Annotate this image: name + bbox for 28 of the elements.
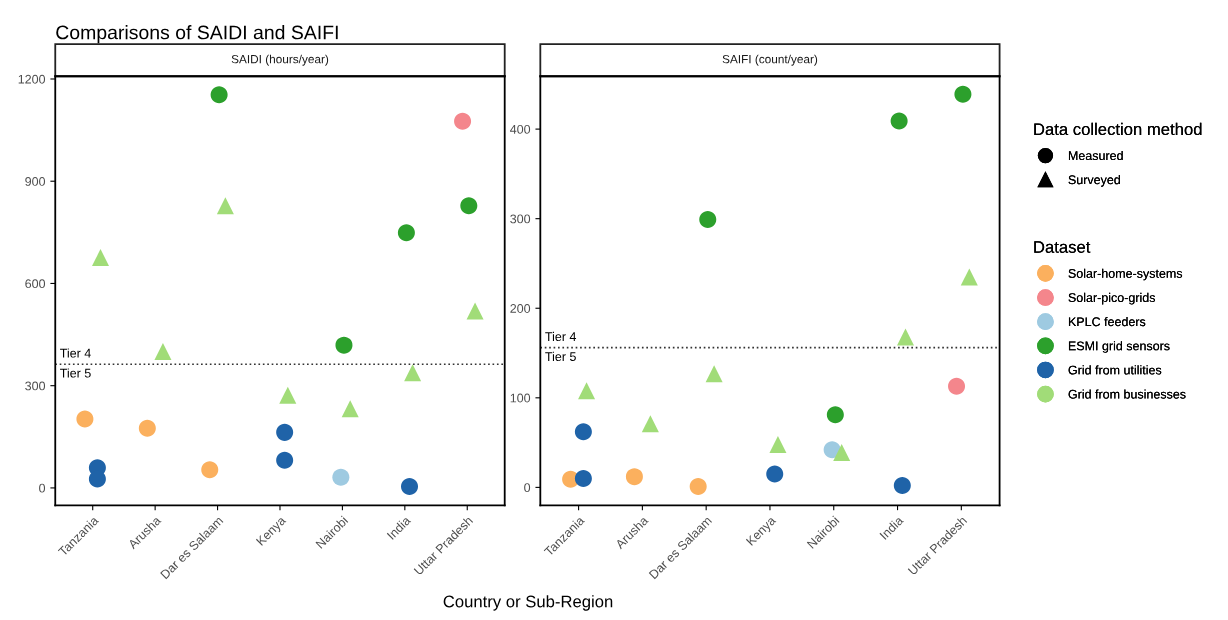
ref-line-label: Tier 4	[545, 331, 577, 342]
y-tick-label: 900	[25, 177, 46, 186]
x-axis-title: Country or Sub-Region	[443, 595, 613, 611]
annotation: Tier 5	[545, 351, 576, 362]
legend-label: Solar-pico-grids	[1068, 292, 1156, 305]
legend-label: Grid from businesses	[1068, 389, 1186, 399]
y-tick-label: 100	[510, 393, 531, 403]
y-tick-label: 300	[25, 381, 46, 391]
y-tick-label: 300	[510, 214, 531, 224]
legend-label: KPLC feeders	[1068, 316, 1146, 327]
y-tick-label: 0	[39, 483, 46, 493]
text: Data collection method	[1034, 122, 1202, 136]
annotation: Tier 5	[60, 368, 91, 378]
legend-label: Grid from utilities	[1068, 365, 1162, 375]
legend-label: Solar-home-systems	[1068, 268, 1183, 281]
y-tick-label: 200	[510, 304, 531, 313]
y-tick-label: 0	[524, 483, 531, 493]
chart-title: Comparisons of SAIDI and SAIFI	[56, 25, 338, 44]
chart-subtitle: SAIFI (count/year)	[722, 54, 818, 66]
y-tick-label: 600	[25, 279, 46, 289]
text: Surveyed	[1068, 175, 1120, 187]
text: Dataset	[1034, 241, 1091, 253]
y-tick-label: 1200	[18, 74, 46, 84]
chart-subtitle: SAIDI (hours/year)	[231, 54, 329, 66]
legend-label: ESMI grid sensors	[1068, 341, 1170, 353]
text: Measured	[1068, 150, 1123, 161]
ref-line-label: Tier 4	[60, 348, 91, 358]
y-tick-label: 400	[510, 124, 531, 134]
